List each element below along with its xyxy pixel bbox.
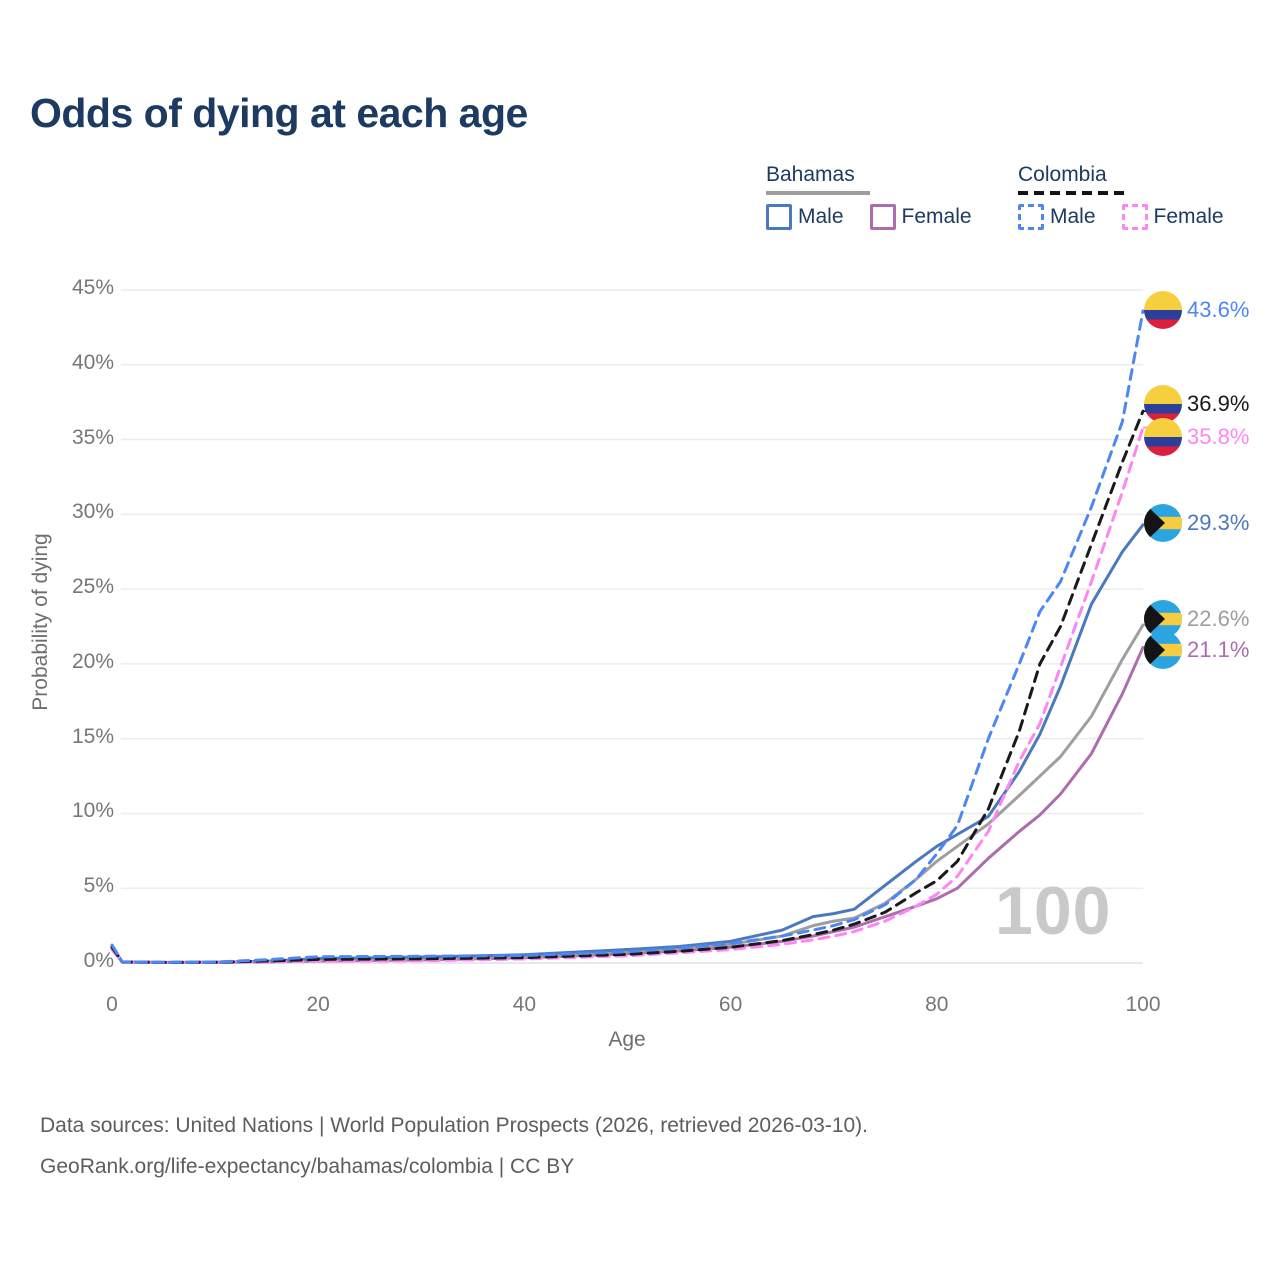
- legend-item-bahamas-female: Female: [869, 204, 972, 230]
- footer-data-sources: Data sources: United Nations | World Pop…: [40, 1114, 869, 1137]
- bahamas-female-swatch: [869, 204, 896, 230]
- y-tick-label-40: 40%: [71, 350, 114, 374]
- y-tick-label-20: 20%: [71, 649, 114, 673]
- legend-country-colombia: Colombia: [1018, 163, 1107, 186]
- chart-title: Odds of dying at each age: [30, 90, 528, 136]
- y-tick-label-15: 15%: [71, 724, 114, 748]
- series-line-colombia-male: [110, 309, 1145, 964]
- y-tick-label-30: 30%: [71, 500, 114, 524]
- end-value-bahamas-male: 29.3%: [1187, 509, 1250, 535]
- y-tick-label-0: 0%: [83, 949, 114, 972]
- series-line-colombia-combined: [110, 409, 1145, 964]
- end-label-colombia-male: 43.6%: [1144, 290, 1250, 329]
- bahamas-flag-icon: [1144, 503, 1182, 542]
- footer-attribution: GeoRank.org/life-expectancy/bahamas/colo…: [40, 1155, 575, 1178]
- end-value-bahamas-combined: 22.6%: [1187, 606, 1250, 631]
- legend-label-colombia-male: Male: [1050, 205, 1096, 228]
- end-value-colombia-female: 35.8%: [1187, 423, 1250, 449]
- series-line-colombia-female: [110, 426, 1145, 965]
- x-tick-label-0: 0: [106, 993, 118, 1016]
- footer: Data sources: United Nations | World Pop…: [40, 1105, 868, 1187]
- y-tick-label-45: 45%: [71, 276, 114, 299]
- y-tick-label-10: 10%: [71, 799, 114, 823]
- legend-group-colombia: Colombia Male Female: [1018, 163, 1224, 230]
- legend-label-bahamas-male: Male: [798, 205, 844, 228]
- x-axis-title: Age: [608, 1028, 646, 1051]
- x-tick-label-60: 60: [718, 993, 743, 1016]
- colombia-flag-icon: [1144, 417, 1182, 456]
- x-tick-label-40: 40: [512, 993, 537, 1016]
- x-tick-label-20: 20: [306, 993, 330, 1016]
- end-label-colombia-female: 35.8%: [1144, 417, 1250, 456]
- x-tick-label-80: 80: [925, 993, 949, 1016]
- colombia-female-swatch: [1121, 204, 1148, 230]
- series-line-bahamas-male: [110, 523, 1145, 964]
- end-value-colombia-combined: 36.9%: [1187, 391, 1250, 417]
- y-tick-label-25: 25%: [71, 575, 114, 599]
- bahamas-line-style-swatch: [766, 191, 870, 195]
- legend-item-colombia-male: Male: [1018, 204, 1096, 230]
- x-tick-label-100: 100: [1125, 993, 1161, 1016]
- y-tick-label-5: 5%: [83, 874, 114, 898]
- colombia-male-swatch: [1018, 204, 1044, 230]
- end-label-bahamas-male: 29.3%: [1144, 503, 1250, 542]
- bahamas-male-swatch: [766, 204, 792, 230]
- y-tick-label-35: 35%: [71, 425, 114, 449]
- colombia-line-style-swatch: [1018, 191, 1130, 195]
- legend-country-bahamas: Bahamas: [766, 163, 855, 186]
- legend-label-bahamas-female: Female: [901, 205, 972, 228]
- watermark-age-100: 100: [995, 873, 1112, 949]
- end-value-colombia-male: 43.6%: [1187, 296, 1250, 322]
- bahamas-flag-icon: [1144, 631, 1182, 670]
- end-label-bahamas-female: 21.1%: [1144, 631, 1250, 670]
- colombia-flag-icon: [1144, 290, 1182, 329]
- legend-item-bahamas-male: Male: [766, 204, 844, 230]
- legend-group-bahamas: Bahamas Male Female: [766, 163, 972, 230]
- legend-item-colombia-female: Female: [1121, 204, 1224, 230]
- series-line-bahamas-combined: [110, 623, 1145, 964]
- end-value-bahamas-female: 21.1%: [1187, 637, 1250, 663]
- legend-label-colombia-female: Female: [1153, 205, 1224, 228]
